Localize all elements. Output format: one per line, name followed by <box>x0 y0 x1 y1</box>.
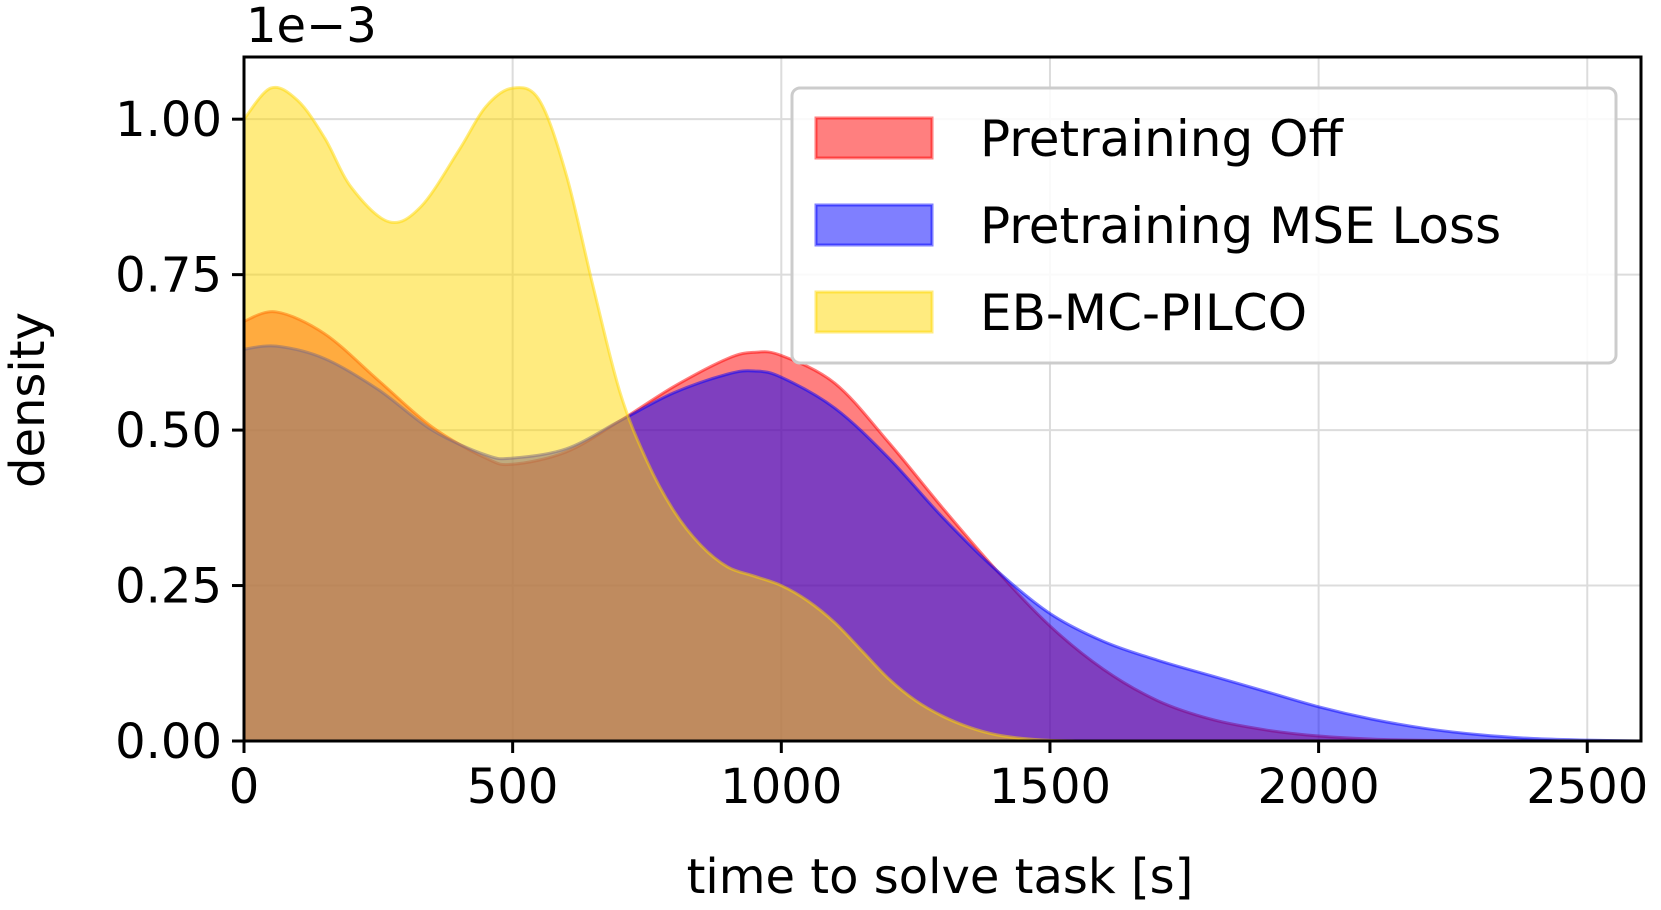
legend-swatch-0 <box>814 116 934 160</box>
area-layer <box>244 85 1641 741</box>
legend-swatch-1 <box>814 203 934 247</box>
series-area-2 <box>244 87 1077 741</box>
legend-label-1: Pretraining MSE Loss <box>980 197 1501 255</box>
x-tick-label: 1000 <box>720 759 842 815</box>
y-offset-label: 1e−3 <box>246 0 377 54</box>
series-line-2 <box>244 85 1077 741</box>
x-tick-label: 1500 <box>989 759 1111 815</box>
x-tick-label: 2000 <box>1258 759 1380 815</box>
y-tick-label: 0.00 <box>115 714 222 770</box>
y-axis-label: density <box>0 312 56 488</box>
legend-label-0: Pretraining Off <box>980 110 1344 168</box>
x-axis-label: time to solve task [s] <box>687 849 1194 905</box>
y-tick-label: 0.50 <box>115 403 222 459</box>
x-tick-label: 2500 <box>1526 759 1648 815</box>
legend: Pretraining Off Pretraining MSE Loss EB-MC… <box>790 86 1618 365</box>
axis-layer: 0 500 1000 1500 2000 2500 0.00 0.25 0.50 0.75 1.00 <box>115 55 1648 815</box>
legend-label-2: EB-MC-PILCO <box>980 284 1307 342</box>
plot-frame <box>242 55 1643 743</box>
y-tick-label: 0.75 <box>115 248 222 304</box>
y-tick-label: 0.25 <box>115 559 222 615</box>
x-tick-label: 0 <box>229 759 260 815</box>
legend-swatch-2 <box>814 290 934 334</box>
x-tick-label: 500 <box>467 759 559 815</box>
legend-box <box>790 86 1618 365</box>
y-tick-label: 1.00 <box>115 92 222 148</box>
